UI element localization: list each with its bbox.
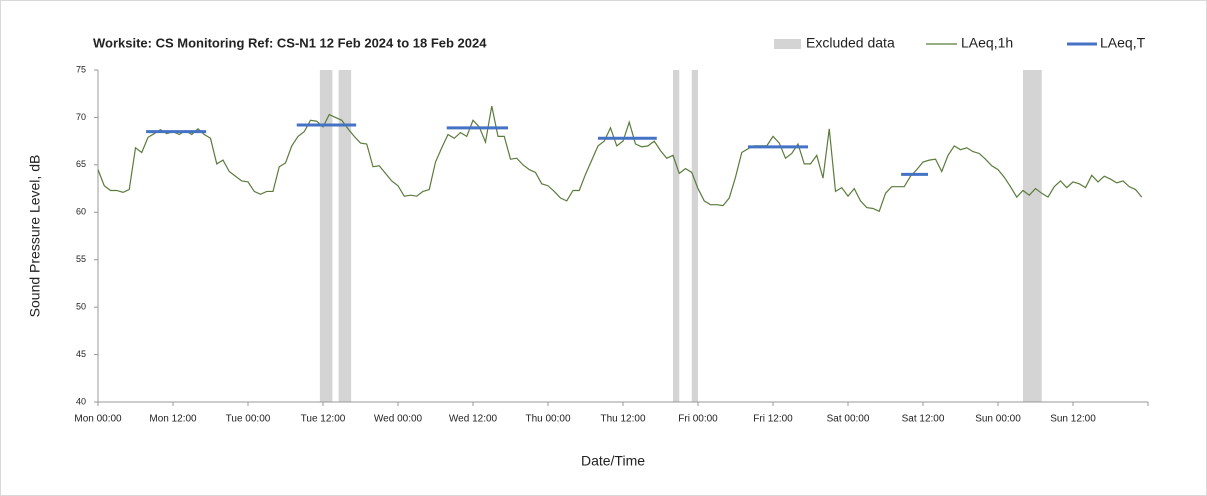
excluded-band (338, 70, 352, 402)
y-tick-label: 70 (76, 112, 86, 122)
excluded-band (691, 70, 698, 402)
x-tick-label: Tue 00:00 (226, 414, 271, 425)
x-tick-label: Fri 00:00 (678, 414, 718, 425)
chart-title: Worksite: CS Monitoring Ref: CS-N1 12 Fe… (93, 35, 487, 50)
y-tick-label: 55 (76, 254, 86, 264)
x-tick-label: Sun 00:00 (975, 414, 1021, 425)
legend-label: Excluded data (806, 35, 895, 51)
x-tick-label: Tue 12:00 (301, 414, 346, 425)
x-axis-label: Date/Time (581, 453, 645, 469)
excluded-band (1023, 70, 1042, 402)
excluded-band (319, 70, 333, 402)
x-tick-label: Mon 12:00 (149, 414, 197, 425)
x-tick-label: Thu 00:00 (525, 414, 570, 425)
y-tick-label: 65 (76, 159, 86, 169)
y-tick-label: 40 (76, 396, 86, 406)
y-tick-label: 45 (76, 349, 86, 359)
x-tick-label: Sun 12:00 (1050, 414, 1096, 425)
x-tick-label: Wed 00:00 (374, 414, 423, 425)
legend-label: LAeq,T (1100, 35, 1146, 51)
x-tick-label: Thu 12:00 (600, 414, 645, 425)
legend-label: LAeq,1h (961, 35, 1013, 51)
x-tick-label: Wed 12:00 (449, 414, 498, 425)
legend-swatch (774, 39, 801, 49)
x-tick-label: Sat 00:00 (827, 414, 870, 425)
line-series (97, 105, 1143, 213)
y-axis-label: Sound Pressure Level, dB (27, 155, 43, 318)
x-tick-label: Fri 12:00 (753, 414, 793, 425)
y-tick-label: 60 (76, 207, 86, 217)
excluded-band (673, 70, 680, 402)
x-tick-label: Sat 12:00 (902, 414, 945, 425)
y-tick-label: 75 (76, 64, 86, 74)
x-tick-label: Mon 00:00 (74, 414, 122, 425)
y-tick-label: 50 (76, 302, 86, 312)
